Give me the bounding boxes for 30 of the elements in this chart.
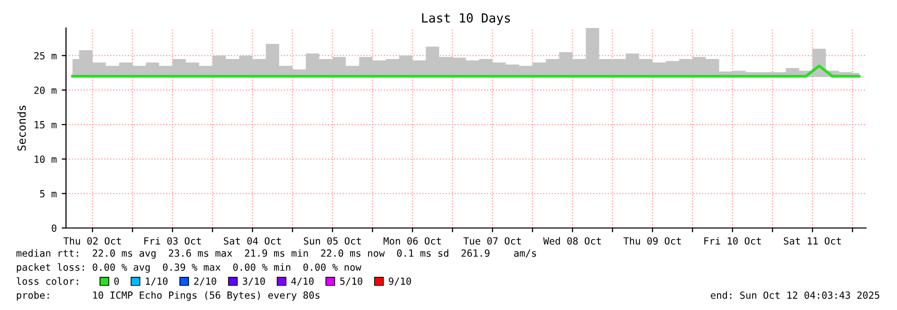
- y-axis-title: Seconds: [17, 106, 26, 151]
- x-tick-label: Tue 07 Oct: [463, 237, 521, 245]
- x-tick-label: Sat 11 Oct: [784, 237, 841, 245]
- legend-label: 9/10: [388, 277, 411, 286]
- x-tick-label: Thu 09 Oct: [623, 237, 681, 245]
- legend-label: 4/10: [291, 277, 314, 286]
- legend-label: 0: [114, 277, 119, 285]
- legend-label: 1/10: [146, 277, 168, 286]
- text: median rtt: 22.0 ms avg 23.6 ms max 21.9 ms min 22.0 ms now 0.1 ms sd 261.9 am/s: [16, 249, 536, 259]
- x-tick-label: Mon 06 Oct: [384, 237, 441, 245]
- legend-label: 2/10: [194, 277, 216, 286]
- chart-title: Last 10 Days: [422, 13, 510, 26]
- y-tick-label: 25 m: [34, 52, 57, 60]
- y-tick-label: 5 m: [40, 190, 57, 198]
- legend-label: 5/10: [340, 277, 362, 286]
- x-tick-label: Wed 08 Oct: [543, 237, 601, 245]
- y-tick-label: 20 m: [34, 86, 57, 94]
- x-tick-label: Fri 10 Oct: [704, 237, 761, 245]
- y-tick-label: 0: [52, 224, 56, 232]
- x-tick-label: Sat 04 Oct: [224, 237, 281, 245]
- y-tick-label: 10 m: [34, 156, 57, 163]
- y-tick-label: 15 m: [34, 121, 57, 128]
- x-tick-label: Sun 05 Oct: [304, 237, 361, 245]
- legend-title: loss color:: [16, 277, 78, 285]
- x-tick-label: Thu 02 Oct: [63, 237, 121, 245]
- legend-label: 3/10: [242, 277, 265, 286]
- text: packet loss: 0.00 % avg 0.39 % max 0.00 % min 0.00 % now: [16, 263, 362, 273]
- x-tick-label: Fri 03 Oct: [144, 237, 201, 245]
- text: probe: 10 ICMP Echo Pings (56 Bytes) every 80s: [16, 291, 320, 301]
- text: end: Sun Oct 12 04:03:43 2025: [710, 291, 880, 299]
